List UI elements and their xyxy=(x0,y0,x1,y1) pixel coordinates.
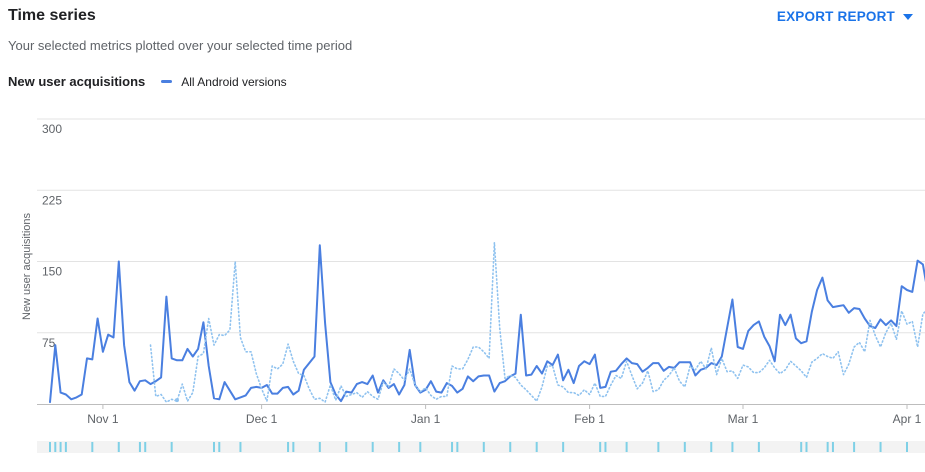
x-tick-label: Apr 1 xyxy=(893,412,922,426)
export-report-label: EXPORT REPORT xyxy=(776,9,895,24)
event-marker xyxy=(604,442,607,452)
x-tick-label: Feb 1 xyxy=(574,412,605,426)
x-tick-label: Jan 1 xyxy=(411,412,441,426)
event-marker xyxy=(599,442,602,452)
legend-swatch-icon xyxy=(161,80,173,83)
legend-item[interactable]: All Android versions xyxy=(161,74,287,89)
event-marker xyxy=(49,442,51,452)
event-marker xyxy=(287,442,290,452)
metric-name: New user acquisitions xyxy=(8,74,146,89)
event-marker xyxy=(879,442,882,452)
event-marker xyxy=(757,442,760,452)
event-marker xyxy=(117,442,120,452)
event-marker xyxy=(535,442,538,452)
event-marker xyxy=(59,442,62,452)
event-marker xyxy=(482,442,485,452)
y-tick-label: 150 xyxy=(42,265,62,279)
event-strip xyxy=(37,441,925,453)
card-title: Time series xyxy=(8,7,96,24)
y-tick-label: 75 xyxy=(42,336,56,350)
x-tick-label: Mar 1 xyxy=(728,412,759,426)
y-tick-label: 225 xyxy=(42,193,62,207)
event-marker xyxy=(292,442,295,452)
event-marker xyxy=(212,442,215,452)
event-marker xyxy=(853,442,856,452)
event-marker xyxy=(144,442,147,452)
event-marker xyxy=(451,442,454,452)
event-marker xyxy=(731,442,734,452)
primary-series-line xyxy=(49,244,925,404)
event-marker xyxy=(218,442,221,452)
event-marker xyxy=(657,442,660,452)
event-marker xyxy=(54,442,57,452)
event-marker xyxy=(625,442,628,452)
event-marker xyxy=(170,442,173,452)
comparison-series-line xyxy=(149,241,925,403)
event-marker xyxy=(456,442,459,452)
event-marker xyxy=(826,442,829,452)
export-report-button[interactable]: EXPORT REPORT xyxy=(777,9,913,24)
event-marker xyxy=(805,442,808,452)
event-marker xyxy=(345,442,348,452)
card-subtitle: Your selected metrics plotted over your … xyxy=(8,38,353,53)
caret-down-icon xyxy=(903,13,913,20)
event-marker xyxy=(371,442,374,452)
event-marker xyxy=(906,442,908,452)
event-marker xyxy=(318,442,321,452)
metric-header: New user acquisitions All Android versio… xyxy=(8,74,287,89)
event-marker xyxy=(800,442,803,452)
event-marker xyxy=(91,442,94,452)
event-marker xyxy=(239,442,242,452)
event-marker xyxy=(683,442,686,452)
event-marker xyxy=(509,442,512,452)
event-marker xyxy=(398,442,401,452)
event-marker xyxy=(562,442,565,452)
y-tick-label: 300 xyxy=(42,122,62,136)
event-marker xyxy=(710,442,713,452)
x-tick-label: Dec 1 xyxy=(246,412,278,426)
isolated-data-point xyxy=(174,398,179,403)
event-marker xyxy=(831,442,834,452)
event-marker xyxy=(138,442,141,452)
event-marker xyxy=(64,442,67,452)
x-tick-label: Nov 1 xyxy=(87,412,119,426)
legend-label: All Android versions xyxy=(181,74,287,89)
y-axis-label: New user acquisitions xyxy=(21,213,33,320)
event-marker xyxy=(419,442,422,452)
